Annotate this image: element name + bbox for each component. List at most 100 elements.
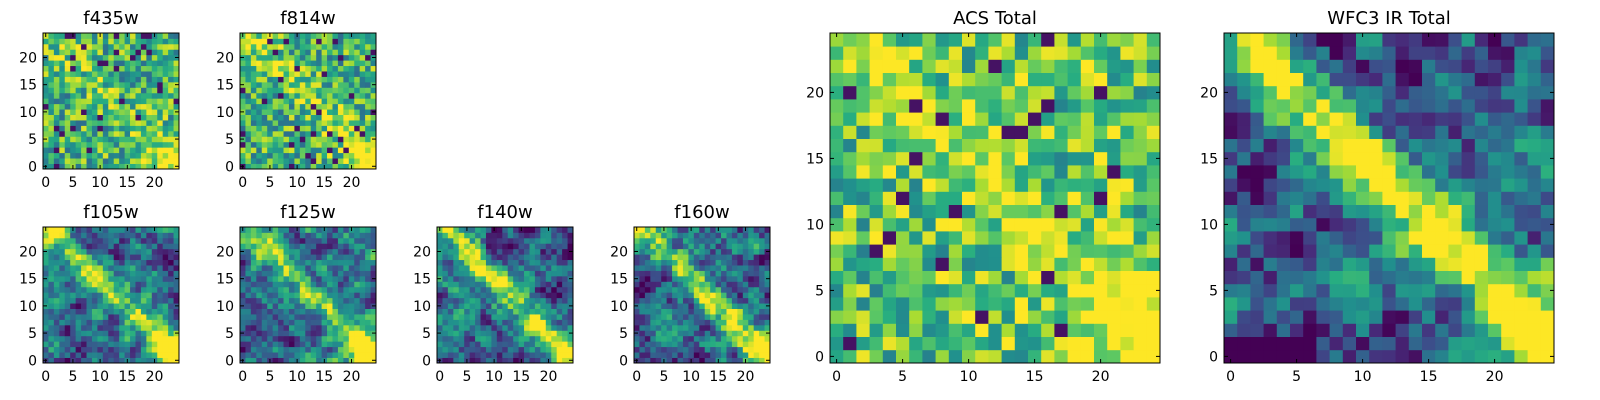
heatmap-cell — [737, 237, 744, 244]
heatmap-cell — [442, 286, 449, 293]
heatmap-cell — [173, 141, 180, 148]
heatmap-cell — [240, 297, 246, 304]
heatmap-cell — [140, 330, 147, 337]
heatmap-cell — [43, 103, 49, 110]
heatmap-cell — [922, 217, 936, 232]
heatmap-cell — [742, 314, 749, 320]
heatmap-cell — [64, 341, 71, 348]
heatmap-cell — [1094, 138, 1108, 153]
heatmap-cell — [250, 297, 257, 304]
heatmap-cell — [162, 286, 169, 293]
heatmap-cell — [162, 254, 169, 261]
heatmap-cell — [524, 248, 530, 255]
x-tick-label: 10 — [91, 175, 109, 191]
heatmap-cell — [283, 71, 290, 77]
heatmap-cell — [135, 152, 142, 159]
heatmap-cell — [453, 259, 460, 266]
heatmap-cell — [731, 281, 738, 288]
heatmap-cell — [529, 292, 536, 299]
heatmap-cell — [245, 158, 252, 164]
heatmap-cell — [748, 254, 755, 261]
heatmap-cell — [545, 254, 552, 261]
heatmap-cell — [240, 92, 246, 99]
heatmap-cell — [321, 243, 328, 250]
heatmap-cell — [529, 341, 536, 348]
heatmap-cell — [370, 125, 377, 132]
heatmap-cell — [343, 346, 350, 353]
heatmap-cell — [896, 46, 910, 60]
heatmap-cell — [43, 308, 49, 315]
heatmap-cell — [75, 152, 82, 159]
heatmap-cell — [108, 341, 115, 348]
heatmap-cell — [464, 286, 471, 293]
heatmap-cell — [108, 147, 115, 154]
heatmap-cell — [975, 336, 989, 351]
heatmap-cell — [882, 99, 897, 113]
heatmap-cell — [988, 310, 1002, 324]
heatmap-cell — [1435, 257, 1449, 271]
heatmap-cell — [502, 346, 509, 353]
heatmap-cell — [1224, 151, 1238, 166]
heatmap-cell — [81, 248, 87, 255]
heatmap-cell — [278, 248, 284, 255]
heatmap-cell — [1014, 178, 1029, 192]
heatmap-cell — [119, 243, 125, 250]
heatmap-cell — [272, 314, 279, 320]
heatmap-cell — [64, 114, 71, 121]
heatmap-cell — [370, 49, 377, 56]
heatmap-cell — [140, 92, 147, 99]
heatmap-cell — [710, 335, 716, 342]
heatmap-cell — [316, 248, 322, 255]
heatmap-cell — [299, 324, 306, 331]
heatmap-cell — [856, 33, 870, 47]
heatmap-cell — [299, 330, 306, 337]
heatmap-cell — [1290, 178, 1304, 192]
heatmap-cell — [922, 283, 936, 298]
heatmap-cell — [64, 259, 71, 266]
heatmap-cell — [699, 248, 706, 255]
x-tick-label: 0 — [632, 369, 641, 385]
heatmap-cell — [666, 243, 673, 250]
heatmap-cell — [1342, 191, 1357, 205]
heatmap-cell — [310, 33, 317, 39]
heatmap-cell — [672, 352, 678, 358]
x-tick-label: 15 — [118, 175, 136, 191]
heatmap-cell — [113, 120, 120, 126]
heatmap-cell — [370, 243, 377, 250]
heatmap-cell — [962, 178, 976, 192]
heatmap-cell — [1474, 297, 1489, 311]
heatmap-cell — [896, 257, 910, 271]
heatmap-cell — [365, 237, 371, 244]
heatmap-cell — [86, 130, 93, 137]
heatmap-cell — [567, 227, 574, 233]
heatmap-cell — [365, 248, 371, 255]
heatmap-cell — [1120, 244, 1134, 258]
heatmap-cell — [75, 76, 82, 83]
heatmap-cell — [644, 303, 651, 309]
heatmap-cell — [480, 314, 487, 320]
heatmap-cell — [1120, 349, 1134, 364]
heatmap-cell — [759, 281, 765, 288]
heatmap-cell — [507, 270, 514, 277]
heatmap-cell — [1041, 125, 1055, 139]
heatmap-cell — [715, 292, 722, 299]
heatmap-cell — [464, 259, 471, 266]
heatmap-cell — [1540, 191, 1555, 205]
heatmap-cell — [327, 270, 333, 277]
heatmap-cell — [1107, 297, 1121, 311]
heatmap-cell — [140, 265, 147, 271]
heatmap-cell — [299, 125, 306, 132]
heatmap-cell — [310, 152, 317, 159]
heatmap-cell — [91, 163, 98, 170]
heatmap-cell — [1028, 217, 1042, 232]
heatmap-cell — [146, 33, 153, 39]
heatmap-cell — [704, 281, 711, 288]
heatmap-cell — [337, 65, 344, 72]
heatmap-cell — [240, 141, 246, 148]
heatmap-cell — [1461, 323, 1476, 337]
heatmap-cell — [737, 248, 744, 255]
heatmap-cell — [843, 204, 857, 219]
heatmap-cell — [856, 85, 870, 100]
heatmap-cell — [332, 114, 339, 121]
heatmap-cell — [261, 71, 268, 77]
